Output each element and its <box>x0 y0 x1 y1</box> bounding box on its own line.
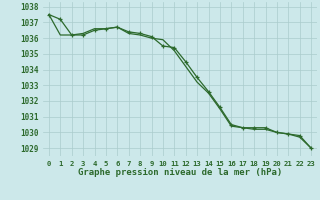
X-axis label: Graphe pression niveau de la mer (hPa): Graphe pression niveau de la mer (hPa) <box>78 168 282 177</box>
